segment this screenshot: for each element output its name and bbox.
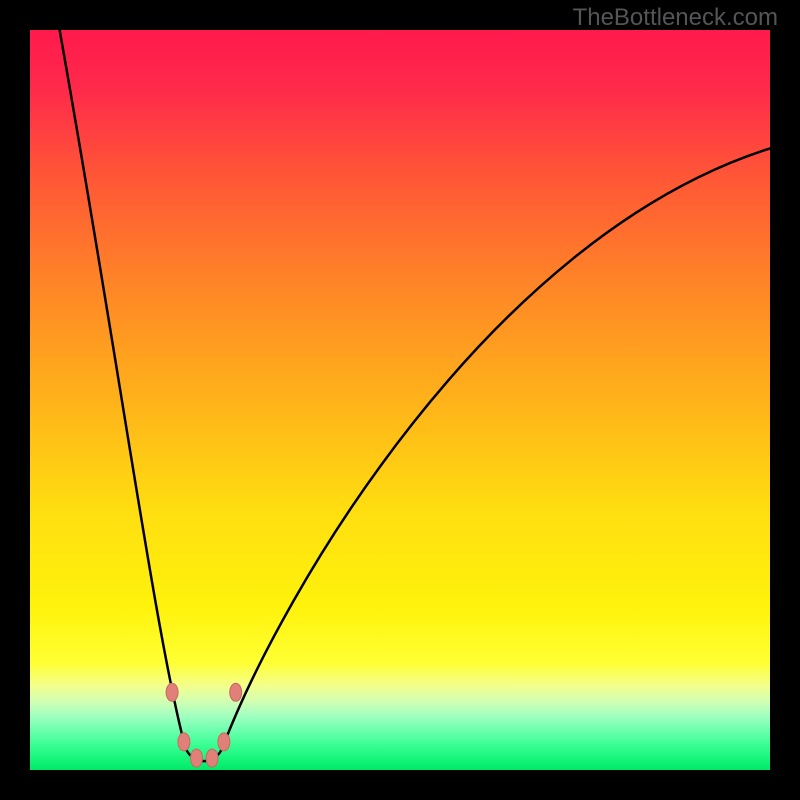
plot-frame [30, 30, 770, 770]
watermark-text: TheBottleneck.com [573, 4, 778, 32]
